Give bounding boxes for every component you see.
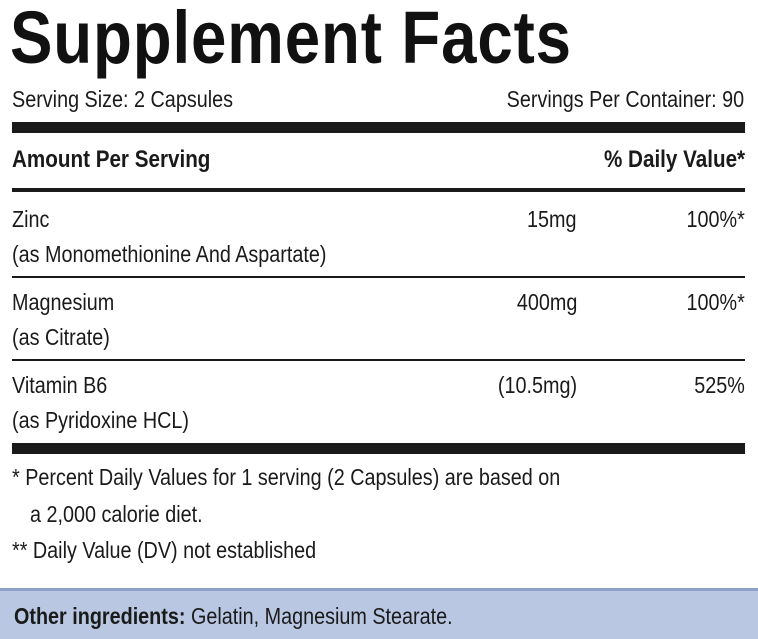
label-title: Supplement Facts [10,0,750,80]
nutrient-source: (as Citrate) [12,324,110,350]
nutrient-daily-value: 100%* [686,289,745,315]
nutrient-daily-value: 100%* [686,206,745,232]
servings-per-container: Servings Per Container: 90 [506,86,744,112]
footnote-text: * Percent Daily Values for 1 serving (2 … [12,464,561,490]
nutrient-name: Zinc [12,206,50,232]
nutrient-daily-value: 525% [694,372,745,398]
thick-divider-top [12,122,745,133]
nutrient-row-magnesium: Magnesium (as Citrate) 400mg 100%* [12,285,745,365]
thick-divider-bottom [12,443,745,454]
title-text: Supplement Facts [10,0,572,79]
other-ingredients-value: Gelatin, Magnesium Stearate. [185,603,453,629]
nutrient-amount: 15mg [527,206,577,232]
column-header-row: Amount Per Serving % Daily Value* [12,142,745,178]
footnote-text: ** Daily Value (DV) not established [12,537,317,563]
nutrient-row-vitamin-b6: Vitamin B6 (as Pyridoxine HCL) (10.5mg) … [12,368,745,448]
nutrient-source: (as Pyridoxine HCL) [12,407,189,433]
header-divider [12,188,745,192]
other-ingredients-band: Other ingredients: Gelatin, Magnesium St… [0,588,758,639]
other-ingredients-label: Other ingredients: [14,603,186,629]
footnote-percent-daily-values: * Percent Daily Values for 1 serving (2 … [12,460,745,494]
nutrient-amount: (10.5mg) [497,372,577,398]
footnote-percent-daily-values-cont: a 2,000 calorie diet. [30,497,758,531]
amount-per-serving-header: Amount Per Serving [12,146,211,173]
daily-value-header: % Daily Value* [603,146,745,173]
nutrient-source: (as Monomethionine And Aspartate) [12,241,327,267]
nutrient-name: Magnesium [12,289,115,315]
serving-size: Serving Size: 2 Capsules [12,86,233,112]
row-divider [12,276,745,278]
nutrient-name: Vitamin B6 [12,372,108,398]
nutrient-row-zinc: Zinc (as Monomethionine And Aspartate) 1… [12,202,745,282]
footnote-dv-not-established: ** Daily Value (DV) not established [12,533,745,567]
nutrient-amount: 400mg [516,289,577,315]
row-divider [12,359,745,361]
other-ingredients: Other ingredients: Gelatin, Magnesium St… [14,599,524,633]
footnote-text: a 2,000 calorie diet. [30,501,203,527]
serving-info-row: Serving Size: 2 Capsules Servings Per Co… [12,84,744,114]
